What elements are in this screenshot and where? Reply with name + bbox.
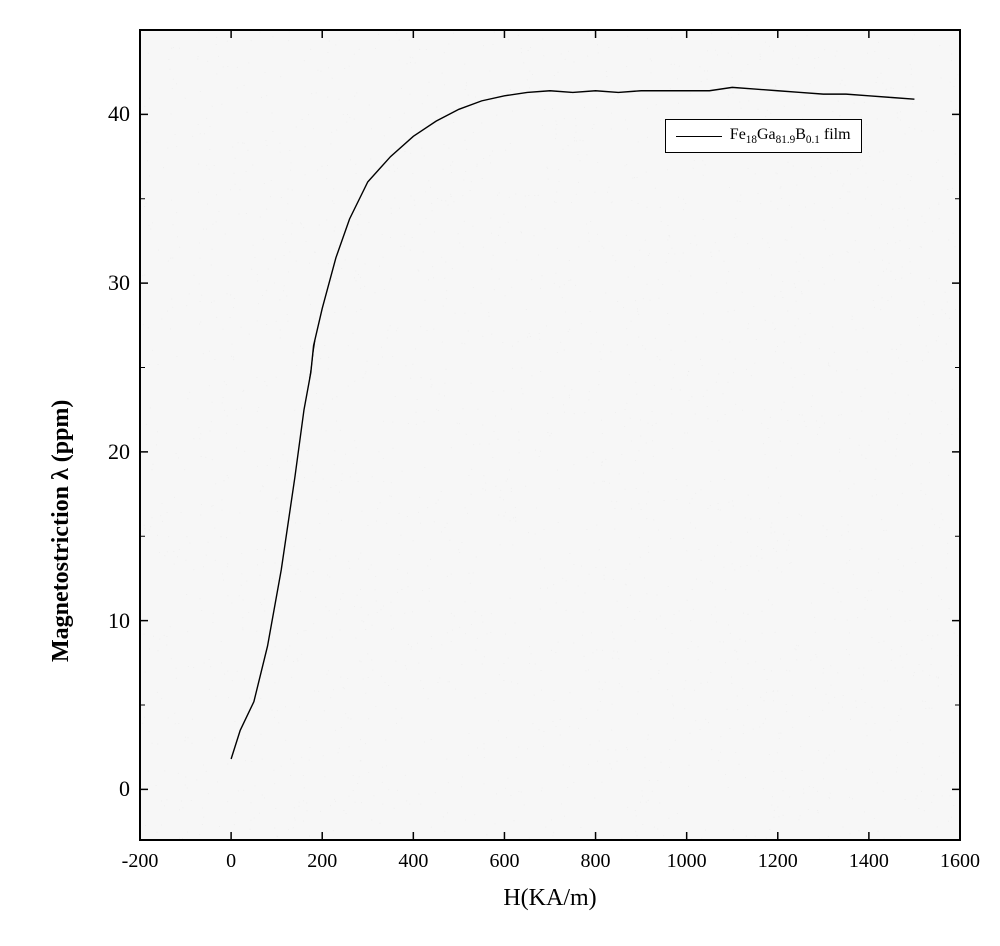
x-tick-label: 1200 — [758, 850, 798, 873]
x-tick-label: 600 — [489, 850, 519, 873]
legend-entry: Fe18Ga81.9B0.1 film — [676, 126, 851, 146]
x-tick-label: 1000 — [667, 850, 707, 873]
y-tick-label: 10 — [108, 608, 130, 634]
x-tick-label: 200 — [307, 850, 337, 873]
x-tick-label: 0 — [226, 850, 236, 873]
x-tick-label: 400 — [398, 850, 428, 873]
x-tick-label: 1600 — [940, 850, 980, 873]
x-tick-label: 800 — [581, 850, 611, 873]
x-tick-label: 1400 — [849, 850, 889, 873]
y-tick-label: 30 — [108, 270, 130, 296]
x-axis-label: H(KA/m) — [503, 885, 596, 912]
y-tick-label: 0 — [119, 776, 130, 802]
y-axis-label: Magnetostriction λ (ppm) — [48, 399, 75, 661]
legend-line — [676, 136, 722, 137]
y-tick-label: 20 — [108, 439, 130, 465]
x-tick-label: -200 — [122, 850, 159, 873]
legend: Fe18Ga81.9B0.1 film — [665, 119, 862, 153]
chart-container: Magnetostriction λ (ppm) H(KA/m) Fe18Ga8… — [0, 0, 1000, 941]
y-tick-label: 40 — [108, 101, 130, 127]
legend-label: Fe18Ga81.9B0.1 film — [730, 126, 851, 146]
